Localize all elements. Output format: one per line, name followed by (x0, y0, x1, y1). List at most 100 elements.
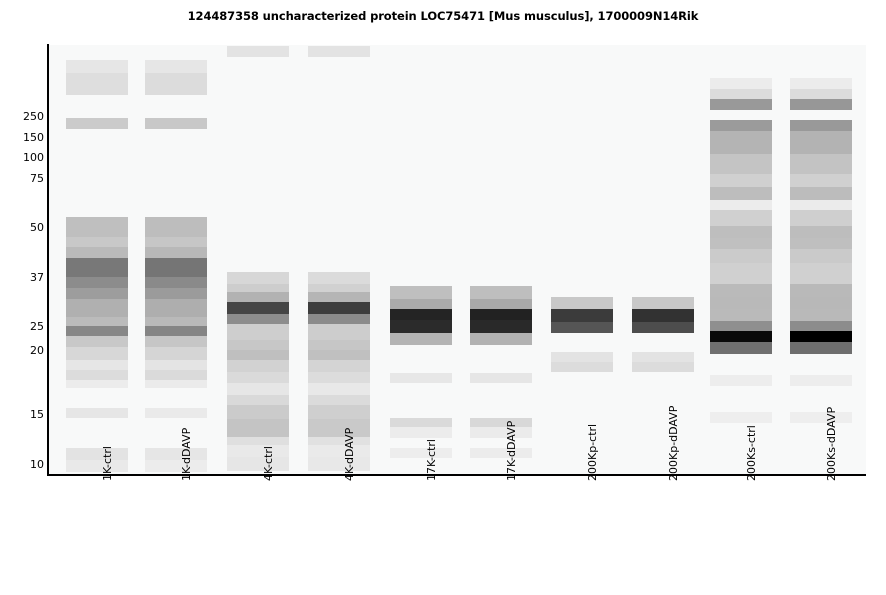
gel-band (632, 352, 694, 362)
gel-band (66, 360, 128, 370)
gel-band (66, 288, 128, 299)
gel-lane (790, 45, 852, 474)
gel-band (308, 272, 370, 284)
gel-band (710, 174, 772, 187)
gel-band (308, 350, 370, 360)
gel-band (145, 217, 207, 237)
gel-band (308, 314, 370, 324)
gel-band (790, 375, 852, 386)
gel-band (145, 370, 207, 380)
gel-band (790, 309, 852, 321)
gel-band (227, 340, 289, 350)
gel-band (308, 302, 370, 314)
gel-band (308, 284, 370, 292)
gel-band (145, 360, 207, 370)
gel-band (710, 309, 772, 321)
gel-plot-area (49, 45, 866, 474)
gel-band (551, 352, 613, 362)
gel-band (710, 342, 772, 354)
gel-band (390, 373, 452, 383)
gel-band (551, 297, 613, 309)
gel-band (66, 299, 128, 317)
gel-band (227, 405, 289, 419)
gel-band (145, 60, 207, 73)
gel-band (790, 263, 852, 284)
gel-band (227, 284, 289, 292)
gel-band (145, 448, 207, 460)
gel-band (710, 331, 772, 342)
gel-band (227, 383, 289, 395)
gel-band (66, 247, 128, 258)
gel-band (710, 89, 772, 99)
y-tick-label: 250 (23, 110, 44, 123)
gel-band (790, 174, 852, 187)
gel-band (227, 437, 289, 445)
gel-band (145, 288, 207, 299)
gel-band (390, 309, 452, 320)
gel-lane (308, 45, 370, 474)
gel-band (66, 237, 128, 247)
gel-band (66, 408, 128, 418)
y-tick-label: 100 (23, 151, 44, 164)
gel-band (551, 362, 613, 372)
gel-band (145, 73, 207, 95)
gel-band (790, 200, 852, 210)
gel-band (66, 60, 128, 73)
gel-band (227, 457, 289, 471)
gel-band (551, 322, 613, 333)
gel-band (390, 333, 452, 345)
gel-lane (390, 45, 452, 474)
gel-band (390, 320, 452, 333)
gel-lane (470, 45, 532, 474)
gel-lane (227, 45, 289, 474)
gel-band (632, 297, 694, 309)
gel-band (308, 46, 370, 57)
gel-band (790, 284, 852, 297)
gel-band (227, 395, 289, 405)
gel-band (227, 350, 289, 360)
gel-band (790, 120, 852, 131)
y-axis-tick-labels: 250 150 100 75 50 37 25 20 15 10 (0, 0, 44, 595)
gel-band (227, 324, 289, 340)
gel-band (308, 457, 370, 471)
gel-band (710, 263, 772, 284)
gel-band (710, 200, 772, 210)
gel-band (790, 210, 852, 226)
gel-band (710, 321, 772, 331)
gel-band (710, 78, 772, 89)
gel-band (227, 360, 289, 372)
gel-band (145, 247, 207, 258)
gel-band (308, 360, 370, 372)
gel-band (790, 249, 852, 263)
gel-band (790, 89, 852, 99)
gel-band (790, 131, 852, 154)
gel-band (710, 238, 772, 249)
gel-band (308, 340, 370, 350)
gel-band (710, 375, 772, 386)
gel-band (66, 258, 128, 277)
gel-band (470, 448, 532, 458)
gel-band (145, 299, 207, 317)
gel-band (145, 277, 207, 288)
gel-band (66, 118, 128, 129)
gel-band (145, 317, 207, 326)
gel-band (710, 284, 772, 297)
gel-band (790, 78, 852, 89)
gel-band (790, 321, 852, 331)
gel-lane (551, 45, 613, 474)
gel-band (710, 210, 772, 226)
gel-band (710, 154, 772, 174)
gel-band (790, 412, 852, 423)
gel-band (470, 373, 532, 383)
y-tick-label: 20 (30, 344, 44, 357)
gel-band (790, 238, 852, 249)
y-tick-label: 10 (30, 458, 44, 471)
gel-band (66, 460, 128, 472)
gel-band (790, 297, 852, 309)
gel-band (308, 405, 370, 419)
gel-band (145, 258, 207, 277)
y-tick-label: 50 (30, 221, 44, 234)
gel-lane (632, 45, 694, 474)
gel-lane (145, 45, 207, 474)
